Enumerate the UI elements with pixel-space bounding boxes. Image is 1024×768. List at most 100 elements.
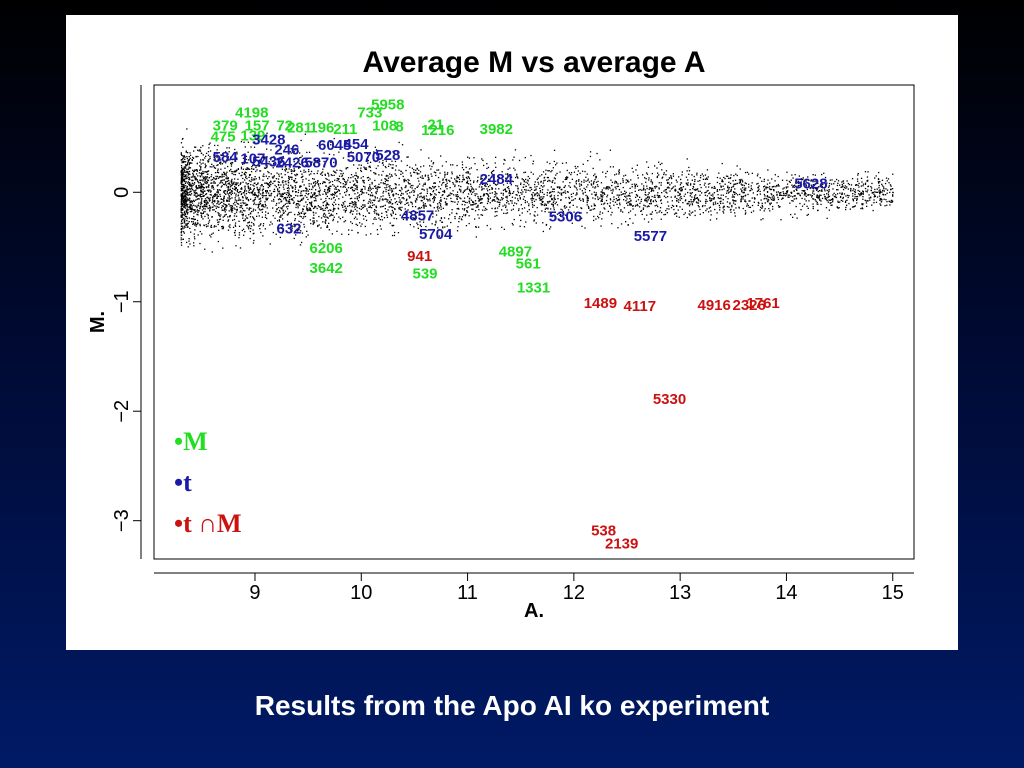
background-point (514, 202, 516, 204)
background-point (182, 209, 184, 211)
background-point (873, 196, 875, 198)
background-point (435, 222, 437, 224)
background-point (374, 179, 376, 182)
background-point (284, 146, 286, 148)
background-point (207, 217, 209, 219)
background-point (572, 199, 575, 201)
background-point (423, 183, 425, 185)
background-point (876, 196, 879, 198)
background-point (841, 183, 843, 186)
background-point (257, 182, 259, 184)
background-point (240, 168, 243, 170)
background-point (599, 197, 601, 199)
background-point (234, 234, 236, 236)
background-point (184, 203, 186, 205)
background-point (362, 181, 364, 183)
background-point (418, 183, 421, 185)
background-point (262, 186, 264, 188)
background-point (236, 203, 239, 205)
background-point (416, 173, 419, 175)
background-point (478, 217, 480, 219)
background-point (285, 199, 287, 201)
background-point (704, 200, 707, 203)
background-point (331, 180, 334, 183)
background-point (257, 207, 259, 209)
background-point (224, 190, 227, 192)
background-point (301, 176, 303, 178)
background-point (595, 176, 597, 178)
background-point (243, 192, 245, 194)
background-point (751, 188, 753, 191)
background-point (330, 209, 332, 212)
background-point (181, 138, 184, 140)
background-point (196, 198, 198, 200)
background-point (335, 191, 338, 194)
background-point (495, 188, 497, 190)
background-point (297, 214, 299, 216)
background-point (722, 199, 724, 201)
background-point (334, 188, 336, 190)
background-point (199, 179, 201, 181)
background-point (744, 199, 746, 201)
background-point (230, 210, 232, 212)
background-point (665, 170, 668, 172)
background-point (534, 181, 536, 183)
background-point (405, 169, 407, 172)
background-point (842, 196, 844, 199)
background-point (764, 197, 766, 200)
background-point (275, 186, 277, 188)
background-point (749, 190, 751, 192)
background-point (307, 198, 309, 201)
background-point (670, 188, 673, 190)
background-point (576, 206, 578, 208)
background-point (336, 195, 338, 197)
background-point (506, 197, 508, 199)
background-point (347, 167, 349, 169)
background-point (667, 186, 669, 188)
background-point (187, 162, 189, 164)
background-point (195, 225, 197, 227)
background-point (582, 163, 584, 165)
background-point (367, 202, 369, 204)
background-point (632, 171, 634, 173)
background-point (315, 159, 317, 161)
background-point (784, 195, 787, 197)
background-point (658, 182, 660, 184)
background-point (349, 181, 351, 183)
background-point (835, 196, 838, 199)
background-point (860, 185, 862, 187)
background-point (273, 176, 275, 178)
background-point (288, 200, 291, 202)
background-point (684, 193, 686, 195)
background-point (228, 147, 230, 149)
background-point (669, 190, 671, 192)
background-point (733, 209, 735, 211)
background-point (723, 206, 725, 208)
background-point (573, 171, 576, 173)
background-point (277, 198, 280, 201)
background-point (487, 197, 489, 199)
background-point (560, 199, 562, 201)
background-point (487, 166, 490, 169)
background-point (891, 188, 894, 190)
background-point (245, 215, 247, 217)
background-point (224, 203, 226, 206)
background-point (786, 183, 789, 185)
background-point (556, 186, 559, 188)
background-point (363, 192, 365, 194)
background-point (668, 208, 670, 210)
background-point (212, 186, 214, 188)
background-point (564, 178, 566, 181)
background-point (515, 203, 518, 205)
background-point (480, 198, 483, 200)
background-point (891, 201, 893, 203)
background-point (649, 187, 651, 189)
background-point (511, 202, 513, 204)
background-point (600, 191, 602, 193)
background-point (298, 166, 300, 168)
background-point (273, 180, 275, 183)
background-point (400, 173, 402, 175)
background-point (786, 171, 788, 173)
background-point (238, 172, 240, 175)
background-point (550, 226, 552, 228)
